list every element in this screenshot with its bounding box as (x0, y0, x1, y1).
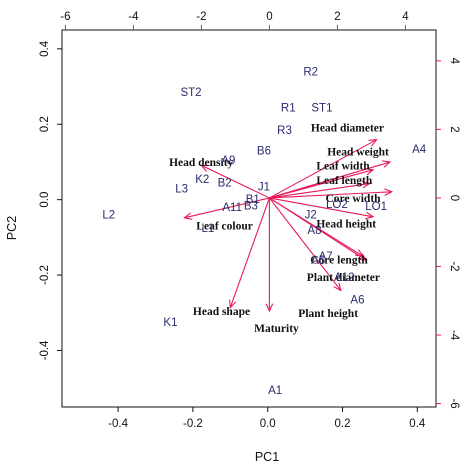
axis-ticks: -0.4 -0.2 0.0 0.2 0.4 -0.4 -0.2 0.0 0.2 0.4 -6 -4 -2… (39, 11, 460, 430)
left-tick-label: 0.4 (39, 40, 51, 57)
loading-arrowhead (365, 168, 375, 176)
left-tick-label: 0.0 (39, 192, 51, 208)
loading-arrow (269, 197, 367, 261)
left-tick-label: 0.2 (39, 116, 51, 132)
right-tick-label: 2 (448, 126, 460, 132)
loading-label: Head diameter (311, 123, 384, 135)
bottom-tick-label: -0.4 (108, 418, 128, 430)
observation-label: L2 (102, 210, 115, 222)
left-tick-label: -0.4 (39, 340, 51, 360)
bottom-tick-label: -0.2 (183, 418, 203, 430)
observation-label: J2 (305, 210, 317, 222)
loading-label: Core width (326, 193, 382, 205)
observation-label: ST1 (311, 102, 332, 114)
loading-arrow (229, 197, 270, 308)
observation-label: A1 (268, 385, 282, 397)
observation-label: B1 (246, 194, 260, 206)
loading-arrowhead (384, 188, 394, 196)
loading-arrows (183, 139, 394, 313)
loading-arrow (184, 197, 270, 219)
observation-label: ST2 (180, 87, 201, 99)
loading-arrow (269, 197, 374, 218)
plot-frame (61, 29, 437, 408)
loading-arrowhead (354, 249, 365, 257)
observation-label: R3 (277, 125, 292, 137)
top-tick-label: -4 (128, 11, 139, 23)
right-tick-label: 4 (448, 58, 460, 65)
observation-label: A4 (412, 144, 427, 156)
observation-label: J1 (258, 181, 270, 193)
right-tick-label: 0 (448, 195, 460, 201)
right-tick-label: -2 (448, 261, 460, 271)
observation-label: A7 (319, 251, 333, 263)
loading-arrow (269, 182, 370, 199)
observation-label: L1 (201, 223, 214, 235)
top-tick-label: 2 (334, 11, 340, 23)
observation-label: A11 (222, 202, 242, 214)
right-tick-label: -4 (448, 330, 460, 341)
observation-label: A8 (307, 225, 321, 237)
loading-label: Head weight (327, 147, 389, 159)
observation-label: A6 (350, 295, 364, 307)
loading-label: Leaf length (316, 175, 373, 187)
observation-label: B3 (244, 200, 258, 212)
bottom-tick-label: 0.2 (335, 418, 351, 430)
observation-label: LO1 (365, 201, 387, 213)
top-tick-label: 0 (266, 11, 272, 23)
loading-arrowhead (361, 180, 372, 189)
loading-arrow (269, 169, 374, 199)
observation-label: A5 (311, 255, 325, 267)
right-tick-label: -6 (448, 398, 460, 408)
loading-label: Head density (169, 157, 233, 169)
loading-label: Maturity (254, 323, 299, 335)
loading-label: Leaf colour (196, 220, 253, 232)
loading-arrowhead (229, 299, 237, 309)
observation-label: L3 (175, 183, 188, 195)
loading-arrowhead (265, 303, 274, 313)
plot-border (61, 29, 437, 408)
top-tick-label: -2 (196, 11, 206, 23)
loading-label: Leaf width (316, 160, 370, 172)
loading-label: Head shape (193, 306, 250, 318)
loading-arrowhead (358, 253, 368, 262)
bottom-tick-label: 0.4 (409, 418, 426, 430)
observation-label: A9 (221, 155, 235, 167)
observation-label: LO2 (326, 199, 348, 211)
bottom-tick-label: 0.0 (260, 418, 276, 430)
observation-label: B6 (257, 146, 271, 158)
loading-arrowhead (365, 211, 375, 220)
loading-arrow (201, 164, 270, 199)
left-tick-label: -0.2 (39, 265, 51, 285)
top-tick-label: -6 (60, 11, 70, 23)
loading-label: Head height (316, 219, 376, 231)
observation-label: R1 (281, 102, 296, 114)
loading-label: Plant diameter (307, 272, 380, 284)
loading-label: Core length (310, 255, 368, 267)
loading-arrowhead (183, 212, 193, 220)
y-axis-title: PC2 (5, 216, 19, 240)
observation-label: A12 (334, 272, 354, 284)
axis-titles: PC1 PC2 (5, 216, 279, 464)
top-tick-label: 4 (402, 11, 409, 23)
observation-label: B2 (218, 178, 232, 190)
loading-label: Plant height (298, 308, 358, 320)
observation-label: R2 (303, 66, 318, 78)
x-axis-title: PC1 (255, 450, 279, 464)
loading-arrowhead (333, 282, 342, 292)
loading-arrow (269, 191, 392, 199)
loading-arrowhead (200, 164, 210, 172)
observation-label: K2 (195, 174, 209, 186)
observation-label: K1 (163, 317, 177, 329)
loading-arrow (268, 197, 342, 291)
loading-arrowhead (382, 160, 392, 168)
loading-arrowhead (368, 139, 378, 147)
loading-arrow (269, 139, 377, 199)
